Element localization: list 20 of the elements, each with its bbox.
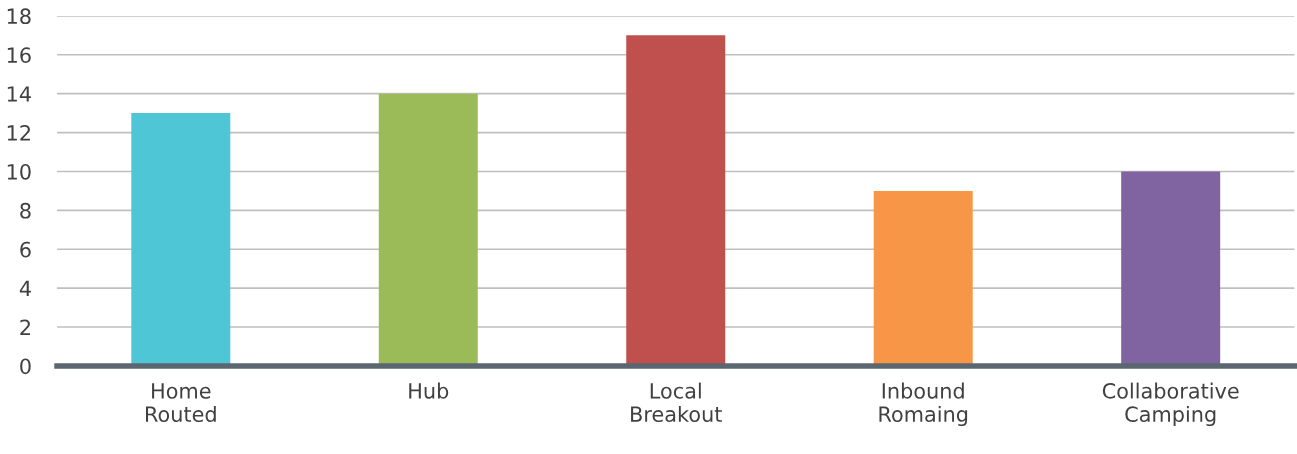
- y-tick-label: 12: [7, 125, 30, 141]
- bar: [378, 93, 478, 366]
- bar: [873, 190, 973, 366]
- bar: [626, 35, 726, 366]
- y-tick-label: 10: [7, 163, 31, 180]
- bar: [1121, 171, 1221, 366]
- x-tick-label: Inbound Romaing: [879, 382, 968, 427]
- x-tick-label: Home Routed: [146, 383, 216, 423]
- y-tick-label: 8: [20, 202, 31, 219]
- y-tick-label: 14: [7, 86, 31, 102]
- x-tick-label: Local Breakout: [631, 382, 722, 423]
- bar: [131, 113, 231, 366]
- y-tick-label: 16: [7, 47, 31, 63]
- x-tick-label: Hub: [409, 382, 449, 399]
- y-tick-label: 6: [20, 241, 31, 258]
- y-tick-label: 2: [20, 319, 30, 335]
- y-tick-label: 18: [7, 8, 31, 25]
- x-tick-label: Collaborative Camping: [1102, 382, 1239, 427]
- y-tick-label: 4: [19, 280, 31, 297]
- y-tick-label: 0: [20, 358, 31, 375]
